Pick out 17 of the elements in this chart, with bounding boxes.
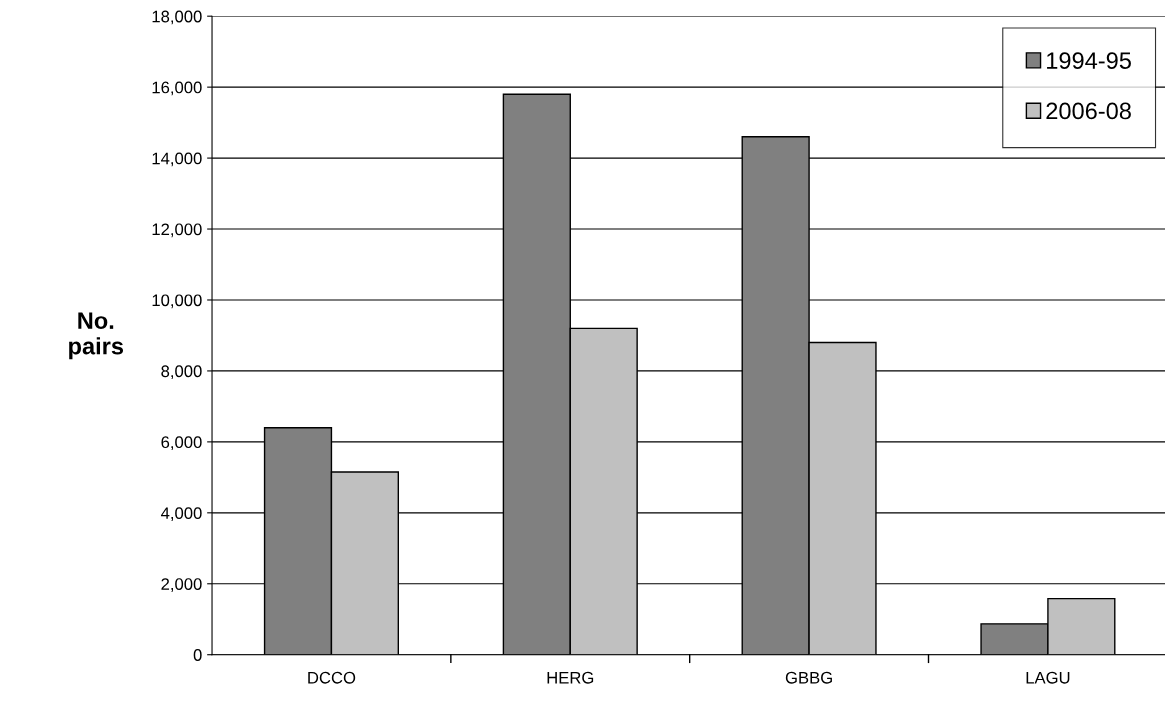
y-tick-label: 8,000 bbox=[161, 365, 202, 380]
y-tick-label: 18,000 bbox=[152, 10, 202, 25]
y-tick-label: 10,000 bbox=[152, 294, 202, 309]
y-tick-label: 14,000 bbox=[152, 152, 202, 167]
legend-label: 1994-95 bbox=[1047, 52, 1131, 69]
x-tick-label: GBBG bbox=[785, 671, 832, 684]
y-tick-label: 12,000 bbox=[152, 223, 202, 238]
x-tick-label: LAGU bbox=[1026, 671, 1070, 684]
x-tick-label: DCCO bbox=[308, 671, 356, 684]
y-tick-label: 2,000 bbox=[161, 578, 202, 592]
legend-label: 2006-08 bbox=[1046, 102, 1131, 120]
x-tick-label: HERG bbox=[547, 671, 594, 684]
y-axis-title: No. pairs bbox=[69, 312, 124, 360]
y-tick-label: 6,000 bbox=[161, 436, 202, 451]
y-tick-label: 16,000 bbox=[152, 81, 202, 96]
y-tick-label: 0 bbox=[193, 649, 202, 661]
y-tick-label: 4,000 bbox=[160, 507, 202, 521]
